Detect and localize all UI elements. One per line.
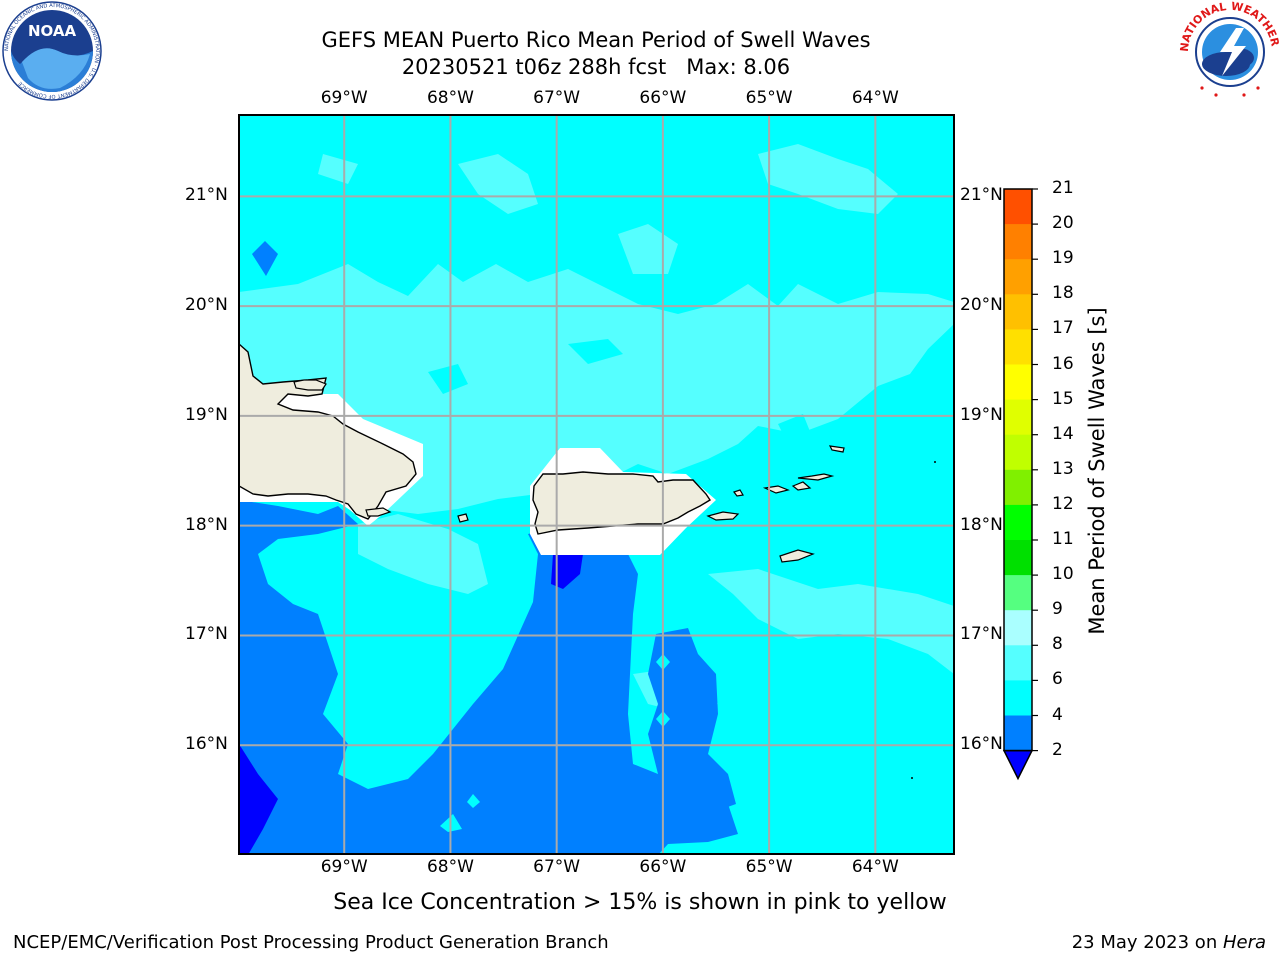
colorbar-segment: [1004, 434, 1032, 471]
colorbar-segment: [1004, 259, 1032, 295]
colorbar-tick-label: 12: [1052, 493, 1074, 514]
svg-text:NOAA: NOAA: [28, 22, 77, 40]
colorbar-tick-label: 16: [1052, 353, 1074, 374]
colorbar-segment: [1004, 224, 1032, 260]
colorbar-tick-label: 20: [1052, 213, 1074, 234]
colorbar-tick-label: 10: [1052, 564, 1074, 585]
nws-logo: NATIONAL WEATHER SERVICE: [1178, 0, 1280, 97]
swell-field-2-4: [239, 500, 738, 854]
land-hispaniola: [239, 343, 417, 520]
colorbar-tick-label: 4: [1052, 704, 1063, 725]
lat-tick-label-left: 20°N: [185, 295, 228, 316]
colorbar-tick-label: 6: [1052, 669, 1063, 690]
lon-tick-label: 67°W: [533, 857, 581, 877]
noaa-logo: NOAA NATIONAL OCEANIC AND ATMOSPHERIC AD…: [2, 1, 102, 101]
map-frame: [238, 114, 955, 855]
lat-tick-label-right: 21°N: [960, 185, 1003, 206]
colorbar-segment: [1004, 399, 1032, 436]
colorbar-segment: [1004, 364, 1032, 401]
lon-tick-label: 69°W: [320, 88, 368, 108]
colorbar-segment: [1004, 680, 1032, 716]
colorbar-segment: [1004, 469, 1032, 506]
lat-tick-label-right: 17°N: [960, 624, 1003, 645]
colorbar-tick-label: 11: [1052, 529, 1074, 549]
colorbar-segment: [1004, 189, 1032, 225]
lat-tick-label-right: 18°N: [960, 514, 1003, 535]
lon-tick-label: 64°W: [851, 857, 899, 877]
colorbar: [1002, 188, 1038, 781]
lat-tick-label-right: 16°N: [960, 734, 1003, 755]
lon-tick-label: 68°W: [426, 88, 474, 108]
map-panel: [238, 114, 955, 855]
lon-tick-label: 66°W: [639, 857, 687, 877]
lat-tick-label-left: 16°N: [185, 734, 228, 755]
lon-tick-label: 66°W: [639, 88, 687, 108]
sea-ice-caption: Sea Ice Concentration > 15% is shown in …: [333, 890, 947, 915]
lat-tick-label-left: 18°N: [185, 514, 228, 535]
colorbar-segment: [1004, 329, 1032, 365]
colorbar-segment: [1004, 610, 1032, 646]
colorbar-segment: [1004, 575, 1032, 611]
footer-host: Hera: [1222, 932, 1266, 953]
plot-title-line1: GEFS MEAN Puerto Rico Mean Period of Swe…: [321, 28, 871, 52]
colorbar-tick-label: 9: [1052, 599, 1063, 620]
footer-date: 23 May 2023 on: [1071, 932, 1223, 953]
colorbar-tick-label: 8: [1052, 634, 1063, 655]
colorbar-tick-label: 17: [1052, 318, 1074, 339]
lon-tick-label: 64°W: [851, 88, 899, 108]
colorbar-tick-label: 18: [1052, 283, 1074, 304]
colorbar-tick-label: 15: [1052, 388, 1074, 409]
lat-tick-label-right: 20°N: [960, 295, 1003, 316]
lon-tick-label: 67°W: [533, 88, 581, 108]
land-puerto-rico: [532, 471, 711, 535]
lat-tick-label-left: 17°N: [185, 624, 228, 645]
lon-tick-label: 68°W: [426, 857, 474, 877]
footer-left: NCEP/EMC/Verification Post Processing Pr…: [13, 932, 609, 953]
colorbar-segment: [1004, 294, 1032, 330]
lat-tick-label-left: 19°N: [185, 404, 228, 425]
colorbar-segment: [1004, 715, 1032, 752]
colorbar-tick-label: 13: [1052, 458, 1074, 479]
lon-tick-label: 69°W: [320, 857, 368, 877]
colorbar-segment: [1004, 645, 1032, 681]
footer-right: 23 May 2023 on Hera: [1072, 932, 1266, 953]
colorbar-tick-label: 21: [1052, 178, 1074, 198]
swell-field-under-2: [239, 744, 278, 854]
lat-tick-label-left: 21°N: [185, 185, 228, 206]
colorbar-label: Mean Period of Swell Waves [s]: [1085, 307, 1109, 635]
colorbar-segment: [1004, 540, 1032, 576]
colorbar-tick-label: 19: [1052, 248, 1074, 269]
lon-tick-label: 65°W: [745, 88, 793, 108]
lon-tick-label: 65°W: [745, 857, 793, 877]
graticule: [238, 114, 955, 855]
plot-title-line2: 20230521 t06z 288h fcst Max: 8.06: [401, 55, 791, 79]
colorbar-tick-label: 14: [1052, 423, 1074, 444]
colorbar-tick-label: 2: [1052, 739, 1063, 760]
lat-tick-label-right: 19°N: [960, 404, 1003, 425]
colorbar-under-extension: [1002, 749, 1034, 781]
colorbar-segment: [1004, 504, 1032, 541]
